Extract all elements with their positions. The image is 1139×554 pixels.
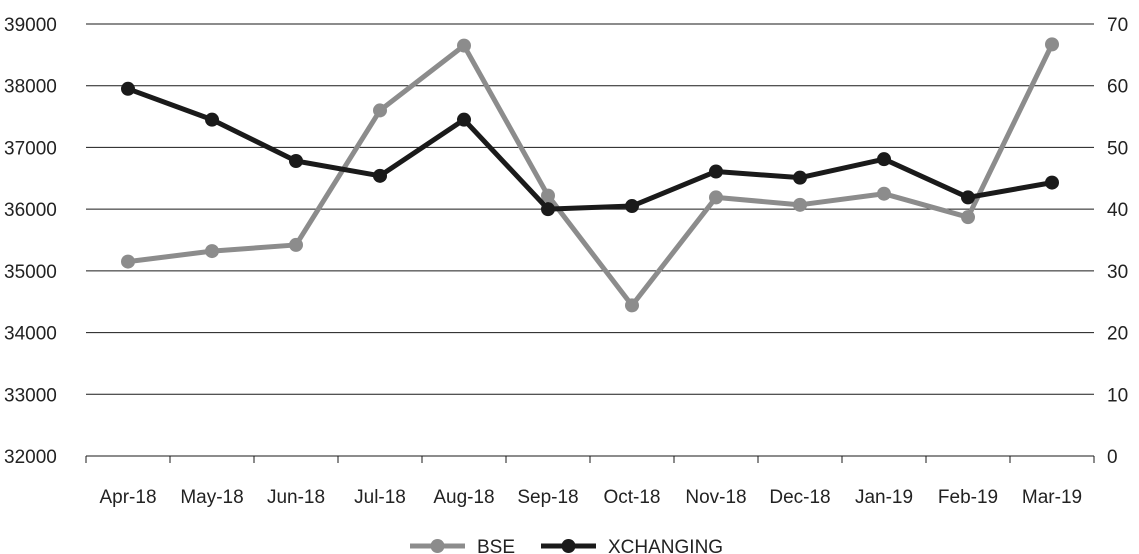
legend: BSE XCHANGING <box>410 537 723 554</box>
y-axis-left: 32000 33000 34000 35000 36000 37000 38000 39000 <box>4 15 57 468</box>
legend-xchanging-label: XCHANGING <box>608 537 723 554</box>
x-tick-label: Jul-18 <box>354 487 406 508</box>
bse-data-point <box>625 298 639 313</box>
x-tick-label: Oct-18 <box>603 487 660 508</box>
y-left-tick-label: 34000 <box>4 324 57 345</box>
y-left-tick-label: 37000 <box>4 138 57 159</box>
x-tick-label: Feb-19 <box>938 487 998 508</box>
xchanging-data-point <box>457 112 471 127</box>
y-right-tick-label: 40 <box>1107 200 1128 221</box>
bse-data-point <box>121 254 135 269</box>
x-tick-label: Jun-18 <box>267 487 325 508</box>
y-left-tick-label: 36000 <box>4 200 57 221</box>
bse-series-line <box>127 43 1055 308</box>
y-left-tick-label: 38000 <box>4 77 57 98</box>
legend-bse-label: BSE <box>477 537 515 554</box>
y-right-tick-label: 20 <box>1107 324 1128 345</box>
y-right-tick-label: 10 <box>1107 385 1128 406</box>
bse-data-point <box>373 103 387 118</box>
x-tick-label: Aug-18 <box>433 487 494 508</box>
xchanging-data-point <box>373 168 387 183</box>
xchanging-data-point <box>541 202 555 217</box>
series-lines <box>121 37 1059 313</box>
bse-data-point <box>961 210 975 225</box>
xchanging-data-point <box>289 154 303 169</box>
xchanging-data-point <box>877 152 891 167</box>
bse-data-point <box>457 38 471 53</box>
y-right-tick-label: 50 <box>1107 138 1128 159</box>
xchanging-data-point <box>1045 175 1059 190</box>
y-right-tick-label: 70 <box>1107 15 1128 36</box>
x-tick-label: Mar-19 <box>1022 487 1082 508</box>
y-left-tick-label: 32000 <box>4 447 57 468</box>
xchanging-data-point <box>625 199 639 214</box>
bse-data-point <box>541 188 555 203</box>
bse-data-point <box>709 190 723 205</box>
y-axis-right: 0 10 20 30 40 50 60 70 <box>1107 15 1128 468</box>
xchanging-data-point <box>121 81 135 96</box>
x-tick-label: May-18 <box>180 487 243 508</box>
x-tick-label: Nov-18 <box>685 487 746 508</box>
legend-xchanging-marker <box>561 539 576 553</box>
x-tick-label: Sep-18 <box>517 487 578 508</box>
x-tick-label: Apr-18 <box>99 487 156 508</box>
xchanging-data-point <box>709 164 723 179</box>
y-right-tick-label: 30 <box>1107 262 1128 283</box>
y-left-tick-label: 33000 <box>4 385 57 406</box>
x-axis: Apr-18 May-18 Jun-18 Jul-18 Aug-18 Sep-18 Oct-… <box>85 456 1095 508</box>
xchanging-series-line <box>127 86 1053 212</box>
xchanging-data-point <box>961 190 975 205</box>
bse-data-point <box>205 244 219 259</box>
x-tick-label: Jan-19 <box>855 487 913 508</box>
legend-bse-marker <box>430 539 445 553</box>
bse-data-point <box>793 197 807 212</box>
x-tick-label: Dec-18 <box>769 487 830 508</box>
y-right-tick-label: 60 <box>1107 77 1128 98</box>
bse-data-point <box>877 186 891 201</box>
y-left-tick-label: 35000 <box>4 262 57 283</box>
bse-data-point <box>1045 37 1059 52</box>
xchanging-data-point <box>205 112 219 127</box>
gridlines <box>86 23 1094 457</box>
bse-data-point <box>289 237 303 252</box>
y-right-tick-label: 0 <box>1107 447 1118 468</box>
y-left-tick-label: 39000 <box>4 15 57 36</box>
xchanging-data-point <box>793 170 807 185</box>
